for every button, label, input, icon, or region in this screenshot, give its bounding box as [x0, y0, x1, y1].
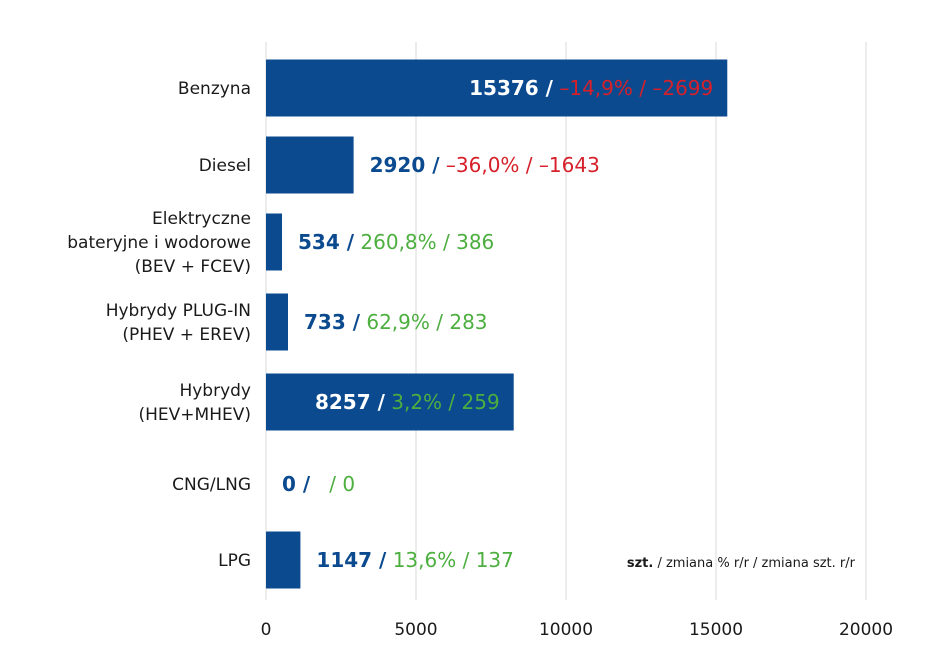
bar-1 [266, 136, 354, 194]
data-label-value: 1147 / [316, 548, 387, 572]
category-label-line: (PHEV + EREV) [122, 325, 251, 345]
category-label-line: (HEV+MHEV) [139, 405, 251, 425]
category-label-line: Hybrydy [179, 381, 251, 401]
category-label-line: CNG/LNG [172, 475, 251, 495]
bar-0 [266, 59, 728, 117]
data-labels: 15376 / –14,9% / –2699 2920 / –36,0% / –1… [282, 76, 713, 572]
legend-note-rest: / zmiana % r/r / zmiana szt. r/r [653, 556, 855, 571]
category-label-line: bateryjne i wodorowe [67, 233, 251, 253]
data-label-4: 8257 / 3,2% / 259 [315, 390, 500, 414]
data-label-value: 15376 / [469, 76, 554, 100]
category-label-5: CNG/LNG [172, 475, 251, 495]
data-label-2: 534 / 260,8% / 386 [298, 230, 494, 254]
x-tick-label-5000: 5000 [394, 620, 437, 640]
bars-group [266, 59, 728, 589]
category-label-3: Hybrydy PLUG-IN (PHEV + EREV) [106, 301, 251, 345]
data-label-pct: –14,9% / [553, 76, 652, 100]
data-label-diff: 137 [476, 548, 514, 572]
data-label-value: 534 / [298, 230, 355, 254]
data-label-0: 15376 / –14,9% / –2699 [469, 76, 713, 100]
category-label-2: Elektryczne bateryjne i wodorowe (BEV + FC… [67, 209, 251, 277]
category-label-line: Benzyna [178, 79, 251, 99]
bar-4 [266, 373, 514, 431]
category-label-0: Benzyna [178, 79, 251, 99]
category-label-line: (BEV + FCEV) [135, 257, 251, 277]
data-label-pct: 62,9% / [360, 310, 449, 334]
x-tick-label-10000: 10000 [539, 620, 593, 640]
legend-note-unit: szt. [627, 556, 653, 571]
data-label-diff: 283 [449, 310, 487, 334]
category-label-line: Hybrydy PLUG-IN [106, 301, 251, 321]
gridlines [265, 42, 867, 600]
category-labels: Benzyna Diesel Elektryczne bateryjne i wodo… [67, 79, 251, 571]
category-label-4: Hybrydy (HEV+MHEV) [139, 381, 251, 425]
data-label-value: 0 / [282, 472, 311, 496]
x-tick-label-20000: 20000 [839, 620, 893, 640]
data-label-diff: 0 [342, 472, 355, 496]
x-tick-label-15000: 15000 [689, 620, 743, 640]
data-label-diff: 386 [456, 230, 494, 254]
bar-2 [266, 213, 283, 271]
data-label-value: 733 / [304, 310, 361, 334]
data-label-pct: –36,0% / [440, 153, 539, 177]
data-label-diff: –2699 [652, 76, 713, 100]
bar-6 [266, 531, 301, 589]
data-label-value: 8257 / [315, 390, 386, 414]
bar-3 [266, 293, 288, 351]
category-label-line: LPG [218, 551, 251, 571]
category-label-line: Diesel [199, 156, 251, 176]
data-label-pct: / [310, 472, 342, 496]
data-label-pct: 260,8% / [354, 230, 456, 254]
data-label-value: 2920 / [370, 153, 441, 177]
data-label-pct: 13,6% / [386, 548, 475, 572]
data-label-diff: –1643 [539, 153, 600, 177]
data-label-pct: 3,2% / [385, 390, 462, 414]
data-label-5: 0 / / 0 [282, 472, 355, 496]
category-label-6: LPG [218, 551, 251, 571]
data-label-6: 1147 / 13,6% / 137 [316, 548, 513, 572]
data-label-diff: 259 [462, 390, 500, 414]
data-label-1: 2920 / –36,0% / –1643 [370, 153, 600, 177]
category-label-1: Diesel [199, 156, 251, 176]
category-label-line: Elektryczne [152, 209, 251, 229]
x-tick-label-0: 0 [261, 620, 272, 640]
legend-note: szt. / zmiana % r/r / zmiana szt. r/r [627, 556, 856, 571]
x-axis-ticks: 0 5000 10000 15000 20000 [261, 620, 893, 640]
data-label-3: 733 / 62,9% / 283 [304, 310, 488, 334]
